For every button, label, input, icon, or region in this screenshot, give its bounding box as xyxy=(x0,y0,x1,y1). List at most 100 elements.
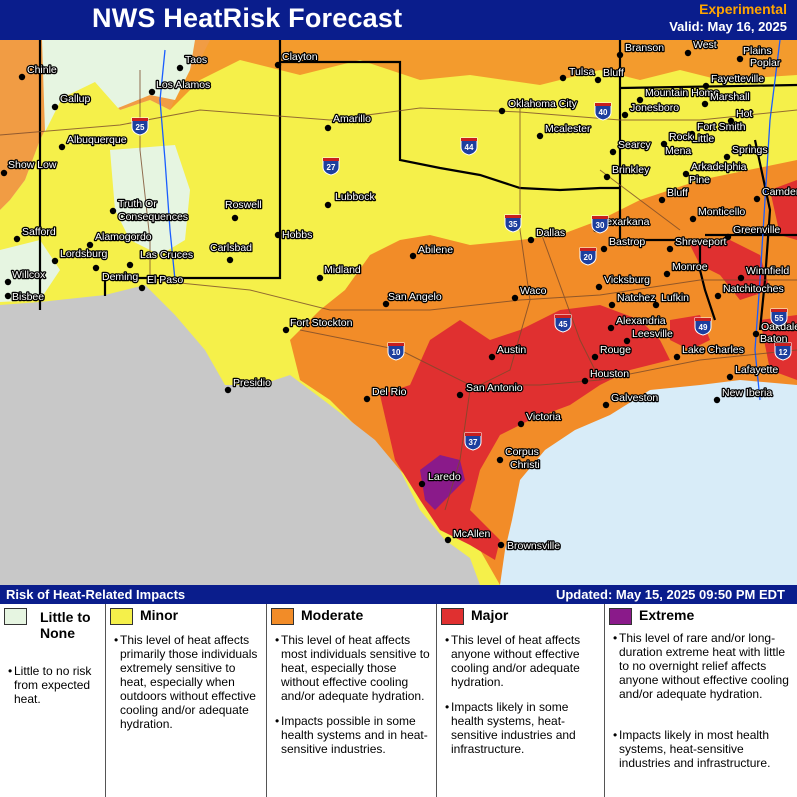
city-labels: Taos Clayton Chinle Los Alamos Gallup Albuque… xyxy=(0,40,797,553)
city-dot xyxy=(684,49,692,57)
city-dot xyxy=(682,170,690,178)
city-dot xyxy=(498,107,506,115)
city-label: Lafayette xyxy=(735,364,778,376)
city-dot xyxy=(688,130,696,138)
legend-desc-moderate-2: • Impacts possible in some health systems… xyxy=(275,714,428,756)
city-dot xyxy=(623,337,631,345)
mexico-area xyxy=(0,285,480,585)
city-label: Hot xyxy=(736,108,752,120)
interstate-number: 25 xyxy=(136,123,145,132)
city-label: Taos xyxy=(185,54,207,66)
forecast-map: Taos Clayton Chinle Los Alamos Gallup Albuque… xyxy=(0,40,797,585)
city-label: Albuquerque xyxy=(67,134,127,146)
city-dot xyxy=(18,73,26,81)
city-label: Del Rio xyxy=(372,386,407,398)
city-label: Show Low xyxy=(8,159,57,171)
city-dot xyxy=(92,264,100,272)
city-label: Winnfield xyxy=(746,265,789,277)
legend-desc-little-1: • Little to no risk from expected heat. xyxy=(8,664,92,706)
page-title: NWS HeatRisk Forecast xyxy=(92,3,403,33)
city-dot xyxy=(702,82,710,90)
city-dot xyxy=(689,215,697,223)
interstate-number: 10 xyxy=(392,348,401,357)
updated-timestamp: Updated: May 15, 2025 09:50 PM EDT xyxy=(555,587,785,602)
city-label: Mena xyxy=(665,145,691,157)
legend-desc-extreme-2: • Impacts likely in most health systems, … xyxy=(613,728,771,770)
city-dot xyxy=(752,330,760,338)
city-label: Camden xyxy=(762,186,797,198)
city-dot xyxy=(511,294,519,302)
city-label: Abilene xyxy=(418,244,453,256)
city-dot xyxy=(723,153,731,161)
city-label: Galveston xyxy=(611,392,658,404)
city-label: Lake Charles xyxy=(682,344,744,356)
city-dot xyxy=(148,88,156,96)
city-dot xyxy=(86,241,94,249)
city-label: Pine xyxy=(689,174,710,186)
city-dot xyxy=(444,536,452,544)
city-dot xyxy=(726,373,734,381)
city-dot xyxy=(658,196,666,204)
city-label: Shreveport xyxy=(675,236,726,248)
city-dot xyxy=(324,201,332,209)
city-label: Bluff xyxy=(603,67,624,79)
city-label: Gallup xyxy=(60,93,91,105)
city-dot xyxy=(109,207,117,215)
city-label: Carlsbad xyxy=(210,242,252,254)
city-dot xyxy=(701,100,709,108)
legend-swatch-extreme xyxy=(609,608,632,625)
city-dot xyxy=(231,214,239,222)
city-label: Fort Stockton xyxy=(290,317,353,329)
city-dot xyxy=(0,169,8,177)
city-dot xyxy=(274,61,282,69)
city-label: West xyxy=(693,40,717,51)
city-dot xyxy=(409,252,417,260)
interstate-shield: 40 xyxy=(594,102,612,121)
city-dot xyxy=(138,284,146,292)
city-dot xyxy=(713,396,721,404)
city-dot xyxy=(316,274,324,282)
interstate-number: 40 xyxy=(599,108,608,117)
experimental-label: Experimental xyxy=(699,1,787,17)
interstate-shield: 45 xyxy=(554,314,572,333)
city-label: Truth Or xyxy=(118,198,157,210)
city-dot xyxy=(736,55,744,63)
highways xyxy=(0,70,797,511)
city-label: Bastrop xyxy=(609,236,645,248)
city-label: San Antonio xyxy=(466,382,523,394)
city-dot xyxy=(51,257,59,265)
city-dot xyxy=(673,353,681,361)
city-label: Lubbock xyxy=(335,191,375,203)
interstate-shield: 44 xyxy=(460,137,478,156)
city-label: El Paso xyxy=(147,274,183,286)
city-dot xyxy=(527,236,535,244)
city-dot xyxy=(274,231,282,239)
interstate-number: 30 xyxy=(596,221,605,230)
city-label: Clayton xyxy=(282,51,318,63)
city-label: Las Cruces xyxy=(140,249,193,261)
city-label: Deming xyxy=(102,271,138,283)
city-label: Hobbs xyxy=(282,229,312,241)
interstate-shield: 55 xyxy=(770,308,788,327)
city-label: Amarillo xyxy=(333,113,371,125)
city-label: Lordsburg xyxy=(60,248,107,260)
legend-name-moderate: Moderate xyxy=(301,607,364,623)
legend-swatch-major xyxy=(441,608,464,625)
city-label: Corpus xyxy=(505,446,539,458)
interstate-number: 20 xyxy=(584,253,593,262)
interstate-shield: 27 xyxy=(322,157,340,176)
city-dot xyxy=(13,235,21,243)
city-label: Monticello xyxy=(698,206,745,218)
legend-major: Major • This level of heat affects anyone… xyxy=(436,604,604,797)
city-label: Rock xyxy=(669,131,694,143)
city-label: Little xyxy=(692,133,714,145)
city-label: Los Alamos xyxy=(156,79,210,91)
city-label: Greenville xyxy=(733,224,780,236)
interstate-number: 49 xyxy=(699,323,708,332)
interstate-number: 12 xyxy=(779,348,788,357)
city-label: Mountain Home xyxy=(645,87,719,99)
legend-name-little: Little to None xyxy=(40,609,91,641)
city-dot xyxy=(753,195,761,203)
city-label: Branson xyxy=(625,42,664,54)
legend-name-minor: Minor xyxy=(140,607,179,623)
